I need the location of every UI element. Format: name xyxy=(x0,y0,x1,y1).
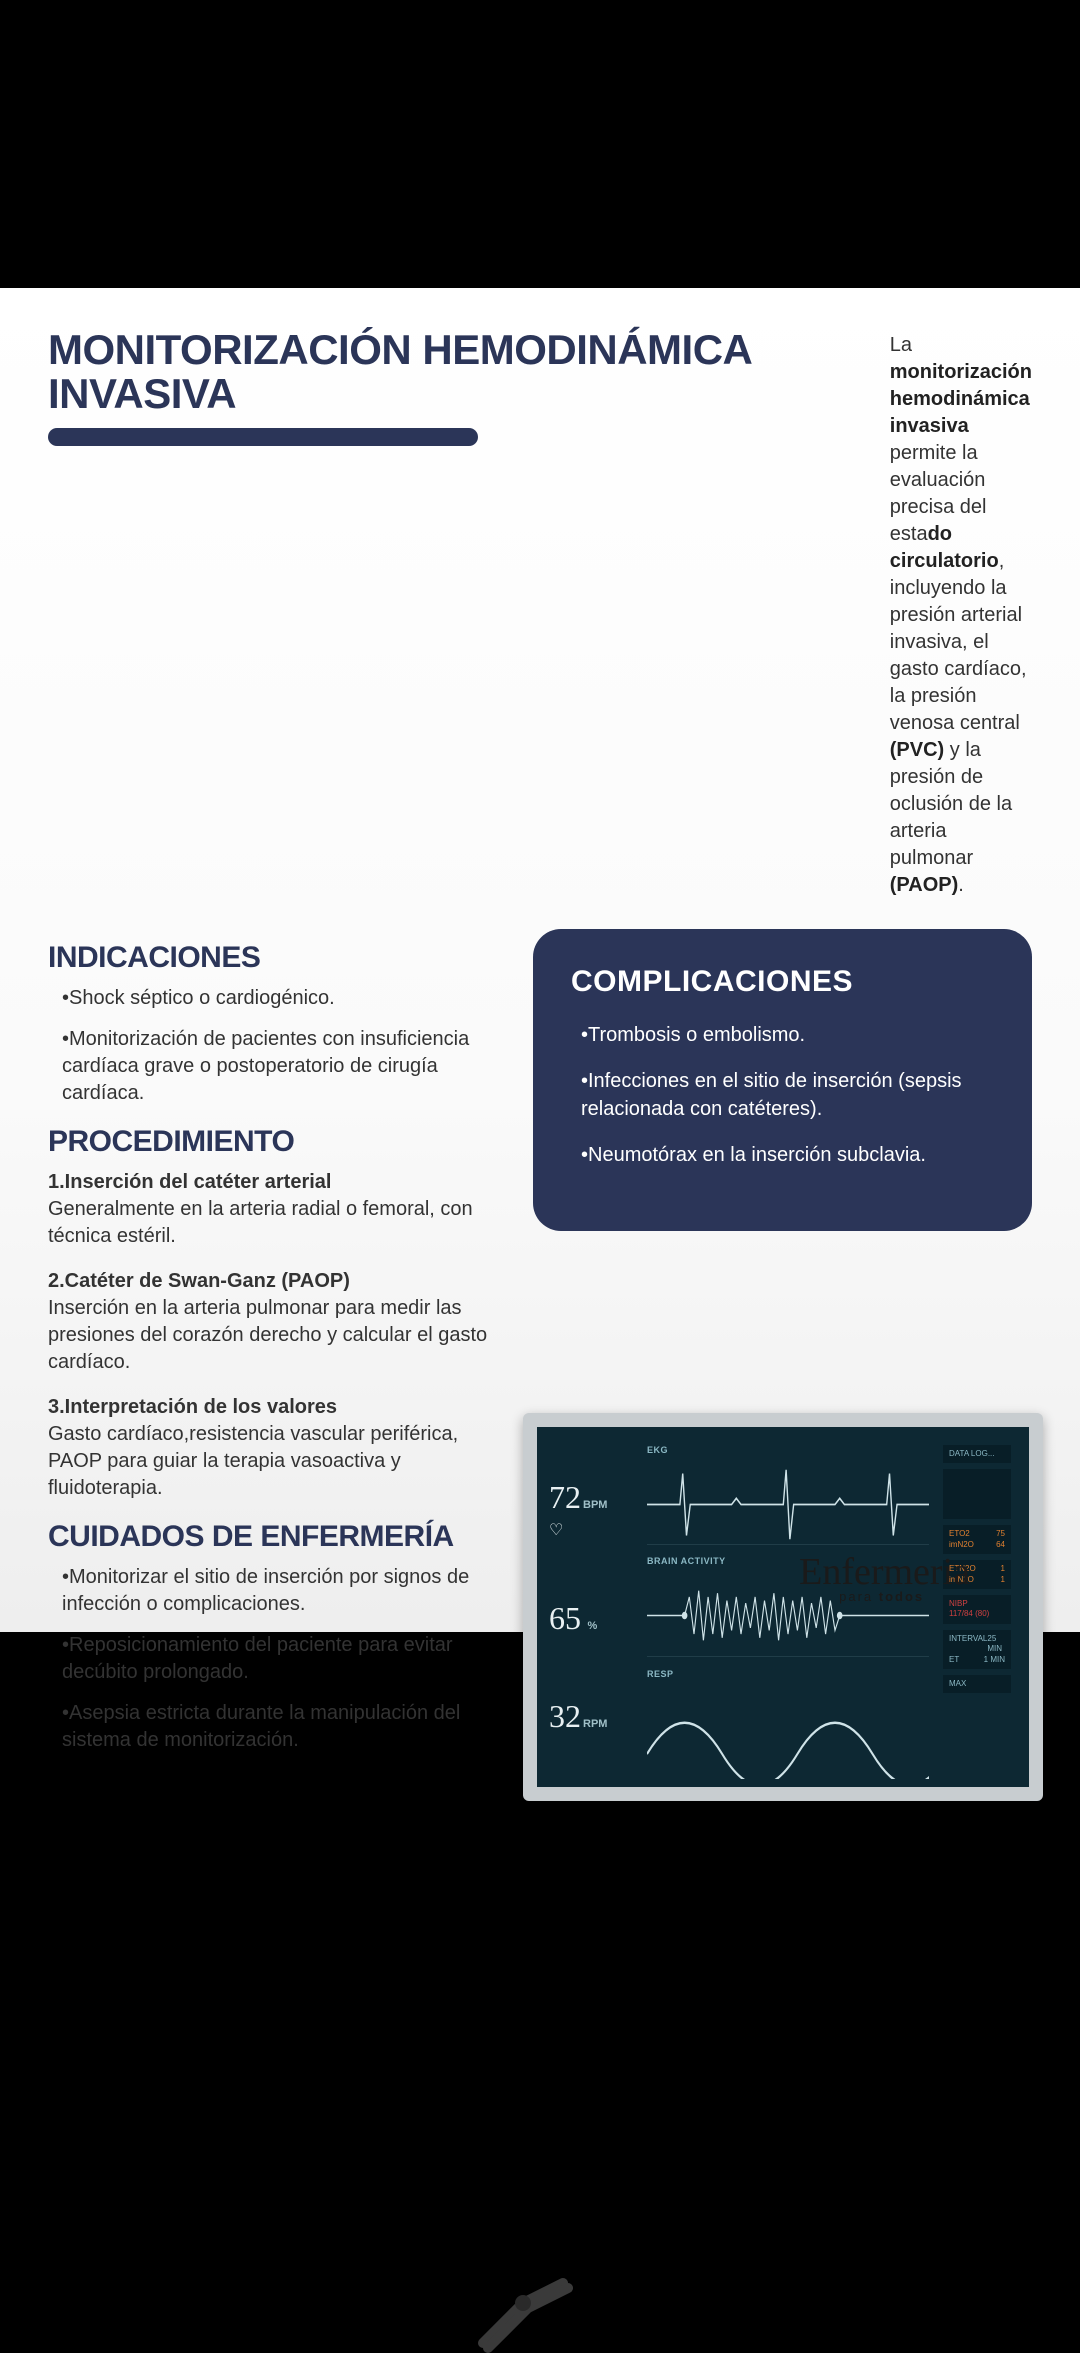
interval-readout: INTERVAL25 MIN ET1 MIN xyxy=(943,1630,1011,1669)
vital-brain: 65 % xyxy=(549,1600,639,1637)
eto2-readout: ETO275 imN2O64 xyxy=(943,1525,1011,1554)
resp-waveform: RESP xyxy=(647,1669,929,1769)
cuidado-item: •Asepsia estricta durante la manipulació… xyxy=(48,1700,503,1754)
indicacion-item: •Shock séptico o cardiogénico. xyxy=(48,985,503,1012)
header-row: MONITORIZACIÓN HEMODINÁMICA INVASIVA La … xyxy=(48,328,1032,899)
infographic-page: MONITORIZACIÓN HEMODINÁMICA INVASIVA La … xyxy=(0,288,1080,1632)
procedimiento-item: 1.Inserción del catéter arterial General… xyxy=(48,1169,503,1250)
complicacion-item: •Neumotórax en la inserción subclavia. xyxy=(571,1141,994,1169)
heart-icon: ♡ xyxy=(549,1520,639,1540)
logo-text: Enfermeria xyxy=(799,1555,970,1589)
cuidado-item: •Monitorizar el sitio de inserción por s… xyxy=(48,1564,503,1618)
title-block: MONITORIZACIÓN HEMODINÁMICA INVASIVA xyxy=(48,328,860,899)
monitor-screen: 72BPM ♡ 65 % 32RPM E xyxy=(537,1427,1029,1787)
complicacion-item: •Infecciones en el sitio de inserción (s… xyxy=(571,1067,994,1123)
vital-resp: 32RPM xyxy=(549,1698,639,1735)
monitor-sidebar: DATA LOG... ETO275 imN2O64 ETN2O1 imN2O1 xyxy=(937,1439,1017,1775)
right-column: COMPLICACIONES •Trombosis o embolismo. •… xyxy=(533,923,1032,1768)
ekg-waveform: EKG xyxy=(647,1445,929,1545)
vital-ekg: 72BPM ♡ xyxy=(549,1479,639,1540)
procedimiento-item: 2.Catéter de Swan-Ganz (PAOP) Inserción … xyxy=(48,1268,503,1376)
max-label: MAX xyxy=(943,1675,1011,1693)
intro-paragraph: La monitorización hemodinámica invasiva … xyxy=(890,328,1032,899)
content-columns: INDICACIONES •Shock séptico o cardiogéni… xyxy=(48,923,1032,1768)
left-column: INDICACIONES •Shock séptico o cardiogéni… xyxy=(48,923,503,1768)
procedimiento-title: PROCEDIMIENTO xyxy=(48,1125,503,1159)
monitor-arm xyxy=(463,2273,603,2353)
title-underline xyxy=(48,428,478,446)
cuidado-item: •Reposicionamiento del paciente para evi… xyxy=(48,1632,503,1686)
indicaciones-title: INDICACIONES xyxy=(48,941,503,975)
complicacion-item: •Trombosis o embolismo. xyxy=(571,1021,994,1049)
datalog-label: DATA LOG... xyxy=(943,1445,1011,1463)
complicaciones-box: COMPLICACIONES •Trombosis o embolismo. •… xyxy=(533,929,1032,1231)
brand-logo: Enfermeria para todos xyxy=(799,1555,970,1604)
cuidados-title: CUIDADOS DE ENFERMERÍA xyxy=(48,1520,503,1554)
monitor-frame: 72BPM ♡ 65 % 32RPM E xyxy=(523,1413,1043,1801)
patient-monitor: 72BPM ♡ 65 % 32RPM E xyxy=(523,1413,1043,1801)
vitals-column: 72BPM ♡ 65 % 32RPM xyxy=(549,1439,639,1775)
main-title: MONITORIZACIÓN HEMODINÁMICA INVASIVA xyxy=(48,328,860,416)
indicacion-item: •Monitorización de pacientes con insufic… xyxy=(48,1026,503,1107)
complicaciones-title: COMPLICACIONES xyxy=(571,965,994,999)
procedimiento-item: 3.Interpretación de los valores Gasto ca… xyxy=(48,1394,503,1502)
side-graph xyxy=(943,1469,1011,1519)
waveforms-column: EKG BRAIN ACTIVITY xyxy=(639,1439,937,1775)
